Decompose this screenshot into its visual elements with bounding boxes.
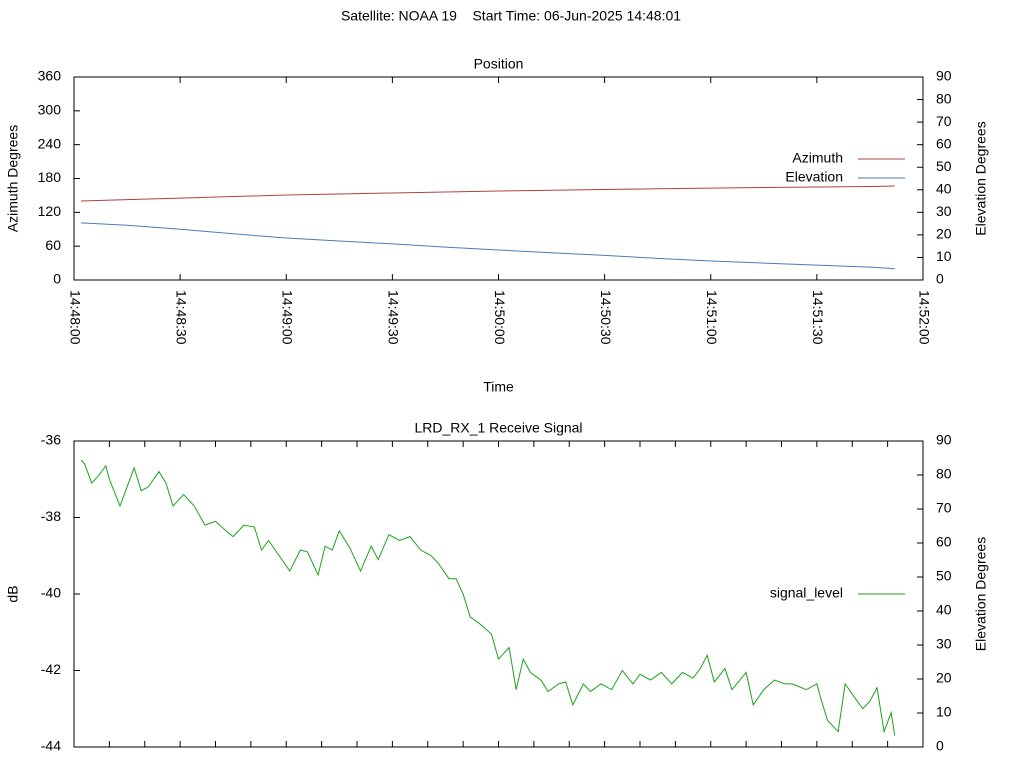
y2-tick-label: 50 [936, 568, 952, 584]
chart-title: Position [474, 56, 524, 72]
page-title: Satellite: NOAA 19 Start Time: 06-Jun-20… [341, 8, 681, 24]
y2-tick-label: 60 [936, 135, 952, 151]
x-tick-label: 14:49:30 [386, 290, 402, 345]
y2-tick-label: 80 [936, 90, 952, 106]
legend-label: Azimuth [792, 150, 843, 166]
x-tick-label: 14:51:30 [810, 290, 826, 345]
y-tick-label: 180 [38, 169, 62, 185]
y-tick-label: 120 [38, 203, 62, 219]
legend-label: Elevation [785, 169, 843, 185]
series-line [81, 185, 895, 202]
x-tick-label: 14:49:00 [280, 290, 296, 345]
y2-tick-label: 60 [936, 534, 952, 550]
x-tick-label: 14:48:30 [173, 290, 189, 345]
x-axis-label: Time [483, 379, 514, 395]
y2-axis-label: Elevation Degrees [973, 537, 989, 651]
y-tick-label: -38 [41, 508, 61, 524]
y2-tick-label: 80 [936, 466, 952, 482]
y-tick-label: 0 [53, 271, 61, 287]
y-tick-label: -42 [41, 661, 61, 677]
y2-tick-label: 0 [936, 738, 944, 754]
x-tick-label: 14:50:00 [492, 290, 508, 345]
x-tick-label: 14:52:00 [916, 290, 932, 345]
y2-tick-label: 40 [936, 602, 952, 618]
x-tick-label: 14:50:30 [598, 290, 614, 345]
y2-axis-label: Elevation Degrees [973, 121, 989, 235]
y-axis-label: Azimuth Degrees [5, 125, 21, 232]
y2-tick-label: 30 [936, 203, 952, 219]
series-line [81, 222, 895, 270]
y2-tick-label: 0 [936, 271, 944, 287]
y2-tick-label: 10 [936, 248, 952, 264]
y-tick-label: -36 [41, 432, 61, 448]
y2-tick-label: 30 [936, 636, 952, 652]
y-tick-label: 300 [38, 102, 62, 118]
y2-tick-label: 20 [936, 226, 952, 242]
chart-title: LRD_RX_1 Receive Signal [414, 420, 582, 436]
y2-tick-label: 50 [936, 158, 952, 174]
y2-tick-label: 10 [936, 704, 952, 720]
y2-tick-label: 90 [936, 68, 952, 84]
y2-tick-label: 40 [936, 180, 952, 196]
y-tick-label: -40 [41, 585, 61, 601]
y2-tick-label: 90 [936, 432, 952, 448]
series-line [80, 459, 896, 736]
y-tick-label: 60 [45, 237, 61, 253]
y2-tick-label: 20 [936, 670, 952, 686]
x-tick-label: 14:48:00 [67, 290, 83, 345]
x-tick-label: 14:51:00 [704, 290, 720, 345]
y-tick-label: 240 [38, 135, 62, 151]
y-tick-label: 360 [38, 68, 62, 84]
y-axis-label: dB [5, 585, 21, 602]
y2-tick-label: 70 [936, 500, 952, 516]
legend-label: signal_level [770, 585, 843, 601]
y2-tick-label: 70 [936, 113, 952, 129]
y-tick-label: -44 [41, 738, 61, 754]
